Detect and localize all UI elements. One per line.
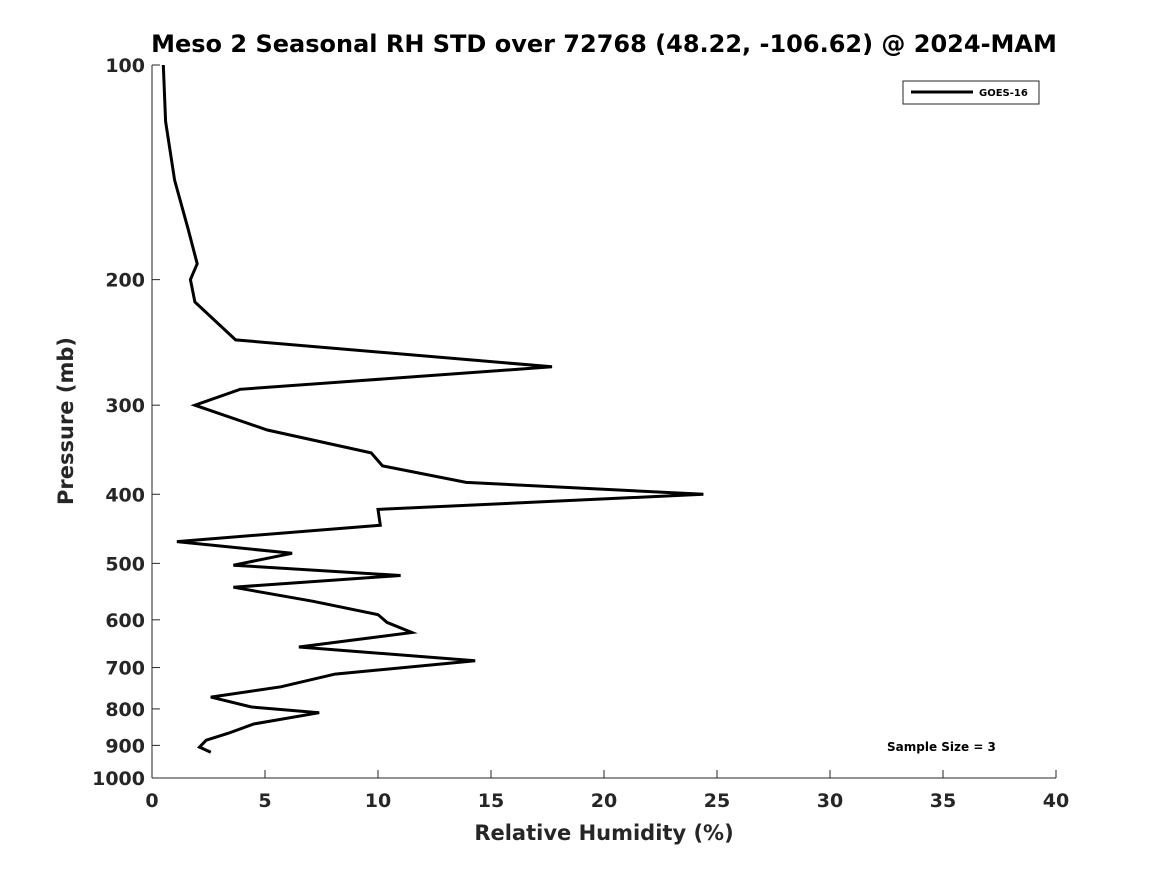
x-tick-label: 0	[145, 790, 158, 812]
sample-size-annotation: Sample Size = 3	[887, 740, 996, 754]
y-tick-label: 700	[105, 658, 145, 680]
y-tick-label: 300	[105, 395, 145, 417]
y-tick-label: 500	[105, 553, 145, 575]
legend: GOES-16	[902, 80, 1040, 105]
x-tick-label: 15	[478, 790, 504, 812]
y-tick-label: 600	[105, 610, 145, 632]
y-tick-label: 900	[105, 735, 145, 757]
plot-area	[161, 64, 704, 754]
y-tick-label: 100	[105, 55, 145, 77]
x-tick-label: 25	[704, 790, 730, 812]
x-tick-label: 30	[817, 790, 843, 812]
series-line-goes-16	[161, 64, 704, 754]
x-tick-label: 40	[1043, 790, 1069, 812]
y-tick-label: 800	[105, 699, 145, 721]
y-axis-ticks: 100 200 300 400 500 600 700 800 900 1000	[92, 55, 160, 790]
y-tick-label: 1000	[92, 768, 145, 790]
x-tick-label: 20	[591, 790, 617, 812]
x-tick-label: 5	[258, 790, 271, 812]
legend-label-goes-16: GOES-16	[979, 88, 1028, 99]
x-axis-label: Relative Humidity (%)	[474, 821, 733, 845]
axes	[151, 65, 1056, 779]
y-tick-label: 400	[105, 484, 145, 506]
x-tick-label: 10	[365, 790, 391, 812]
chart-title: Meso 2 Seasonal RH STD over 72768 (48.22…	[151, 30, 1057, 58]
y-tick-label: 200	[105, 270, 145, 292]
x-tick-label: 35	[930, 790, 956, 812]
y-axis-label: Pressure (mb)	[54, 337, 78, 505]
x-axis-ticks: 0 5 10 15 20 25 30 35 40	[145, 770, 1069, 812]
